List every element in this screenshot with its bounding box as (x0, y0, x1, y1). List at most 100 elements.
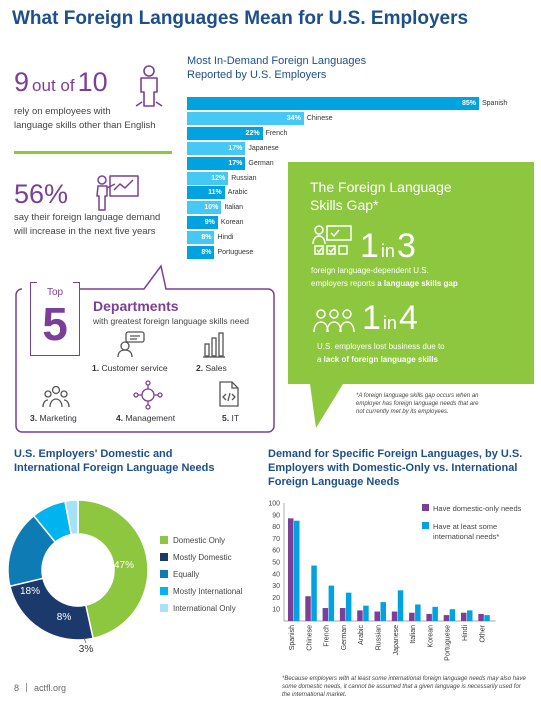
legend-label-4: International Only (173, 604, 236, 613)
legend3-label-line-1: international needs* (433, 532, 499, 541)
marketing-people-icon (42, 385, 70, 408)
dept-rank-3: 3. (30, 413, 38, 423)
stat1-number2: 10 (77, 67, 108, 97)
bar-russian-series-1 (380, 602, 386, 621)
y-tick-40: 40 (272, 571, 280, 578)
bar-italian-series-0 (409, 612, 415, 621)
donut-label-2: 18% (20, 586, 40, 597)
dept-item-5: 5. IT (222, 413, 239, 423)
checklist-person-icon (312, 225, 352, 255)
stat2-big-four: 4 (398, 299, 418, 337)
x-tick-chinese: Chinese (306, 625, 313, 651)
bar-russian: 12% (187, 171, 229, 185)
stat2-desc-line1: U.S. employers lost business due to (317, 342, 445, 351)
legend-label-0: Domestic Only (173, 536, 225, 545)
dept-label-3: Marketing (39, 413, 77, 423)
departments-subheading: with greatest foreign language skills ne… (93, 316, 249, 326)
bar-arabic: 11% (187, 186, 225, 200)
stat2-big-one: 1 (362, 299, 381, 337)
bar-italian: 10% (187, 201, 222, 215)
legend-swatch-4 (160, 604, 168, 612)
skills-gap-title: The Foreign Language Skills Gap* (310, 178, 452, 214)
top-number: 5 (42, 298, 68, 350)
stat1-in: in (380, 241, 395, 261)
bar-japanese: 17% (187, 141, 246, 155)
divider-line (14, 151, 172, 154)
legend-swatch-0 (160, 536, 168, 544)
stat2-text-line2: will increase in the next five years (14, 226, 156, 237)
legend3-swatch-1 (422, 522, 429, 529)
it-code-icon (219, 381, 239, 407)
chart3-grouped-bar-chart: 10 20 30 40 50 60 70 80 90 100 Spanish Chinese Frenc… (268, 501, 521, 661)
bar-portuguese-series-0 (443, 615, 450, 621)
skills-gap-title-line2: Skills Gap* (310, 197, 379, 213)
bar-label-hindi: Hindi (217, 234, 234, 242)
dept-rank-1: 1. (92, 363, 100, 373)
donut-label-3: 8% (57, 612, 72, 623)
stat2-desc-line2a: a (317, 355, 324, 364)
x-tick-french: French (324, 625, 331, 647)
stat1-desc-line2b: a language skills gap (377, 279, 458, 288)
donut-slice-0 (77, 499, 149, 640)
dept-item-3: 3. Marketing (30, 413, 77, 423)
top-five-badge: Top 5 (30, 275, 80, 356)
x-tick-arabic: Arabic (358, 625, 365, 645)
bar-hindi-series-0 (461, 612, 467, 621)
page-footer: 8 actfl.org (14, 683, 66, 693)
x-tick-other: Other (479, 624, 486, 642)
legend3-swatch-0 (422, 504, 429, 511)
stat1-desc-line2a: employers reports (311, 279, 378, 288)
chart1-bar-chart: 85% Spanish 34% Chinese 22% French 17% Japanese… (187, 97, 527, 262)
dept-item-1: 1. Customer service (92, 363, 168, 373)
bar-german: 17% (187, 156, 246, 170)
legend3-label-1: Have at least some international needs* (433, 522, 499, 541)
skills-gap-callout (288, 162, 534, 428)
bar-italian-series-1 (415, 604, 421, 621)
dept-rank-4: 4. (116, 413, 124, 423)
stat1-text-line2: language skills other than English (14, 120, 156, 131)
bar-hindi-series-1 (467, 610, 473, 621)
sales-chart-icon (203, 332, 225, 358)
bar-label-spanish: Spanish (482, 100, 508, 107)
x-tick-portuguese: Portuguese (445, 625, 452, 661)
bar-german-series-1 (345, 592, 352, 621)
y-tick-60: 60 (272, 548, 280, 555)
dept-label-4: Management (125, 413, 176, 423)
stat1-big-three: 3 (396, 227, 416, 265)
bar-spanish-series-1 (294, 520, 300, 621)
page-title: What Foreign Languages Mean for U.S. Emp… (12, 8, 469, 29)
bar-arabic-series-0 (357, 610, 363, 621)
chart2-title: U.S. Employers' Domestic and Internationa… (14, 448, 215, 474)
departments-heading: Departments (93, 298, 179, 314)
customer-service-icon (117, 331, 145, 358)
stat1-number: 9 (14, 67, 30, 97)
stat2-in: in (382, 313, 397, 333)
bar-other-series-0 (478, 613, 484, 621)
skills-gap-stat2: 1 in4 (362, 300, 418, 343)
legend3-label-line-0: Have at least some (433, 522, 497, 531)
bar-german-series-0 (339, 608, 346, 621)
donut-label-0: 47% (114, 560, 134, 571)
dept-rank-5: 5. (222, 413, 230, 423)
y-tick-30: 30 (272, 583, 280, 590)
bar-hindi: 8% (187, 231, 215, 245)
x-tick-hindi: Hindi (462, 625, 469, 641)
footer-site[interactable]: actfl.org (34, 683, 67, 693)
departments-callout (15, 264, 275, 433)
stat-56-percent: 56% say their foreign language demand wi… (14, 180, 160, 239)
dept-label-2: Sales (205, 363, 227, 373)
top-label: Top (46, 287, 64, 298)
y-tick-70: 70 (272, 536, 280, 543)
bar-label-korean: Korean (220, 219, 244, 227)
skills-gap-stat2-text: U.S. employers lost business due to a la… (317, 340, 445, 366)
bar-chinese-series-1 (311, 565, 317, 621)
bar-korean-series-0 (426, 613, 432, 621)
legend-swatch-3 (160, 587, 168, 595)
bar-chinese-series-0 (305, 596, 311, 621)
stat2-desc-line2b: lack of foreign language skills (323, 355, 438, 364)
bar-korean: 9% (187, 216, 218, 230)
chart3-footnote: *Because employers with at least some in… (282, 676, 526, 698)
bar-spanish: 85% (187, 97, 479, 110)
bar-french: 22% (187, 126, 263, 140)
legend-swatch-2 (160, 570, 168, 578)
